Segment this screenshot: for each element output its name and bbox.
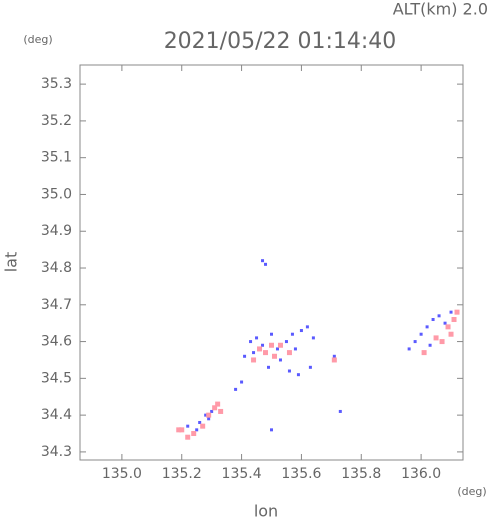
data-point bbox=[191, 431, 197, 437]
data-point bbox=[261, 343, 265, 347]
data-point bbox=[425, 325, 429, 329]
data-point bbox=[284, 340, 288, 344]
data-point bbox=[308, 365, 312, 369]
subtitle: ALT(km) 2.0 bbox=[393, 0, 488, 19]
data-point bbox=[252, 351, 256, 355]
data-point bbox=[176, 427, 182, 433]
data-point bbox=[278, 358, 282, 362]
y-tick-label: 34.6 bbox=[41, 334, 72, 350]
data-point bbox=[215, 401, 221, 407]
data-point bbox=[200, 423, 206, 429]
data-point bbox=[271, 353, 277, 359]
data-point bbox=[296, 373, 300, 377]
data-point bbox=[445, 324, 451, 330]
data-point bbox=[270, 332, 273, 336]
data-point bbox=[332, 354, 336, 358]
data-point bbox=[198, 420, 202, 424]
data-point bbox=[305, 325, 309, 329]
x-tick-label: 135.6 bbox=[281, 466, 321, 482]
data-point bbox=[419, 332, 423, 336]
data-point bbox=[293, 347, 297, 351]
data-point bbox=[275, 347, 279, 351]
data-point bbox=[454, 309, 460, 315]
data-point bbox=[290, 332, 294, 336]
data-point bbox=[249, 340, 253, 344]
data-point bbox=[204, 413, 208, 417]
x-axis-label: lon bbox=[254, 502, 278, 521]
data-point bbox=[286, 350, 292, 356]
data-point bbox=[331, 357, 337, 363]
data-point bbox=[413, 340, 417, 344]
data-point bbox=[257, 346, 263, 352]
data-point bbox=[449, 310, 453, 314]
data-point bbox=[218, 408, 224, 414]
y-tick-label: 34.7 bbox=[41, 297, 72, 313]
x-tick-label: 135.2 bbox=[162, 466, 202, 482]
data-point bbox=[421, 350, 427, 356]
data-point bbox=[433, 335, 439, 341]
data-point bbox=[255, 336, 259, 340]
data-point bbox=[261, 259, 265, 263]
x-tick-label: 136.0 bbox=[401, 466, 441, 482]
data-point bbox=[195, 428, 199, 432]
data-point bbox=[240, 380, 244, 384]
y-axis-label: lat bbox=[2, 252, 21, 273]
y-tick-label: 34.3 bbox=[41, 444, 72, 460]
y-tick-label: 34.5 bbox=[41, 370, 72, 386]
data-point bbox=[443, 321, 447, 325]
data-point bbox=[437, 314, 441, 318]
y-tick-label: 34.8 bbox=[41, 260, 72, 276]
data-point bbox=[210, 409, 214, 413]
chart-title: 2021/05/22 01:14:40 bbox=[164, 29, 397, 54]
data-point bbox=[243, 354, 247, 358]
x-unit: (deg) bbox=[457, 485, 486, 498]
y-tick-label: 35.2 bbox=[41, 113, 72, 129]
x-tick-label: 135.0 bbox=[102, 466, 142, 482]
data-point bbox=[270, 428, 273, 432]
y-tick-label: 34.4 bbox=[41, 407, 72, 423]
data-point bbox=[407, 347, 411, 351]
x-tick-label: 135.8 bbox=[341, 466, 381, 482]
data-point bbox=[439, 339, 445, 345]
y-tick-label: 35.1 bbox=[41, 150, 72, 166]
data-point bbox=[311, 336, 315, 340]
data-point bbox=[186, 424, 190, 428]
data-point bbox=[267, 365, 271, 369]
y-tick-label: 34.9 bbox=[41, 223, 72, 239]
data-point bbox=[185, 434, 191, 440]
data-point bbox=[234, 387, 238, 391]
data-point bbox=[287, 369, 291, 373]
data-point bbox=[264, 262, 268, 266]
data-point bbox=[448, 331, 454, 337]
data-point bbox=[428, 343, 432, 347]
y-tick-label: 35.0 bbox=[41, 186, 72, 202]
data-point bbox=[179, 427, 185, 433]
data-point bbox=[299, 329, 303, 333]
data-point bbox=[451, 317, 457, 323]
data-point bbox=[431, 318, 435, 322]
data-point bbox=[263, 350, 269, 356]
y-tick-label: 35.3 bbox=[41, 76, 72, 92]
data-point bbox=[277, 342, 283, 348]
plot-frame bbox=[79, 64, 464, 461]
y-unit: (deg) bbox=[23, 33, 52, 46]
data-point bbox=[212, 405, 218, 411]
data-point bbox=[206, 412, 212, 418]
data-point bbox=[207, 417, 211, 421]
data-point bbox=[251, 357, 257, 363]
x-tick-label: 135.4 bbox=[222, 466, 262, 482]
data-point bbox=[338, 409, 342, 413]
data-point bbox=[269, 342, 274, 348]
